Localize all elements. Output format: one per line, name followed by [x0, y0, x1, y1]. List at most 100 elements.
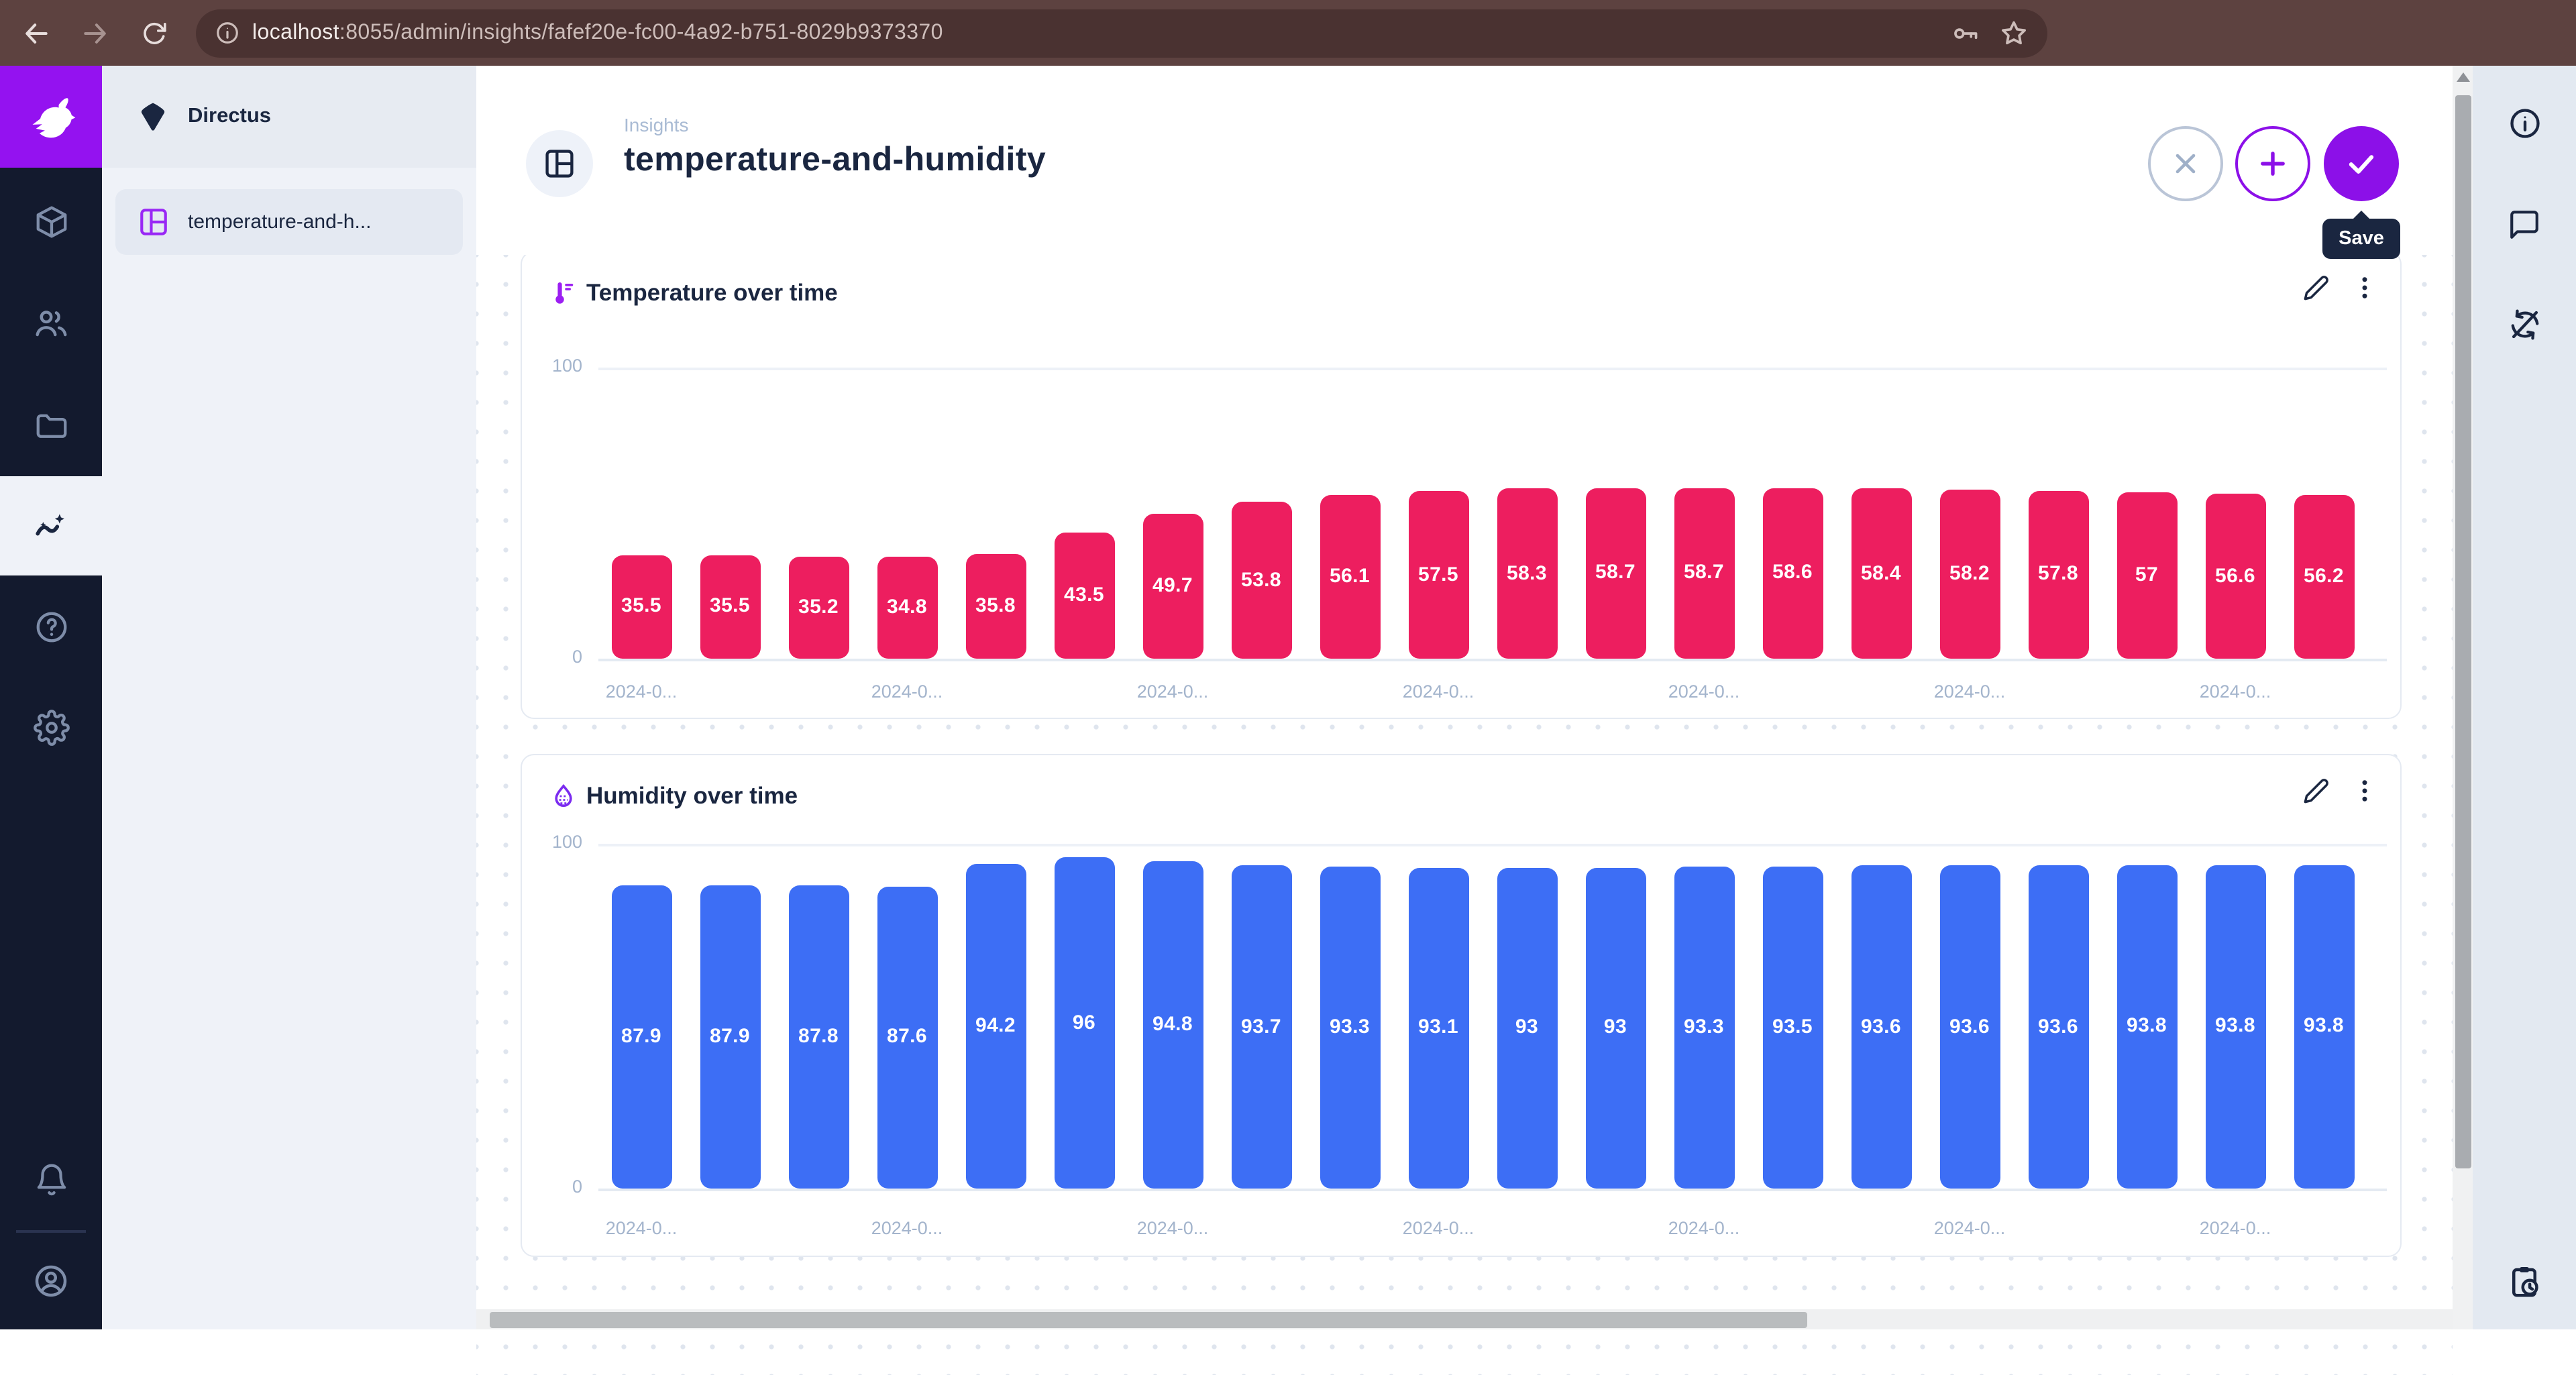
sidebar-auto-refresh-button[interactable] — [2473, 291, 2576, 358]
bar — [1939, 865, 2000, 1189]
settings-icon — [33, 709, 69, 745]
bar — [1497, 867, 1557, 1189]
bar — [611, 885, 672, 1189]
y-tick-label: 100 — [551, 832, 582, 852]
bar — [788, 556, 849, 659]
right-sidebar — [2473, 66, 2576, 1329]
module-users[interactable] — [0, 280, 102, 366]
comment-icon — [2508, 207, 2541, 241]
discard-changes-button[interactable] — [2148, 126, 2223, 201]
dashboard-icon — [542, 146, 577, 181]
module-settings[interactable] — [0, 684, 102, 770]
x-tick-label: 2024-0... — [605, 1218, 678, 1238]
breadcrumb[interactable]: Insights — [624, 114, 689, 135]
user-circle-icon — [32, 1262, 70, 1300]
panel-menu-button[interactable] — [2351, 777, 2379, 805]
clipboard-clock-icon — [2506, 1263, 2542, 1299]
dashboard-icon-button[interactable] — [526, 130, 593, 197]
bar — [1585, 867, 1646, 1189]
bar — [1674, 867, 1734, 1189]
bar-value-label: 93.6 — [1861, 1015, 1901, 1038]
y-tick-label: 0 — [572, 647, 582, 667]
directus-rabbit-logo — [21, 87, 80, 146]
add-panel-button[interactable] — [2235, 126, 2310, 201]
browser-forward-button[interactable] — [72, 10, 118, 56]
bar — [700, 555, 760, 659]
bar-value-label: 93.8 — [2215, 1014, 2255, 1038]
x-tick-label: 2024-0... — [1668, 681, 1740, 702]
bar — [1054, 532, 1114, 659]
panel-title: Temperature over time — [586, 279, 838, 306]
bar — [2205, 494, 2265, 659]
module-content[interactable] — [0, 178, 102, 264]
x-tick-label: 2024-0... — [871, 681, 943, 702]
panel-temperature[interactable]: Temperature over time 100 0 35.5 35.5 35.2 34… — [521, 251, 2402, 719]
box-icon — [33, 203, 69, 239]
bar-value-label: 93.8 — [2304, 1014, 2344, 1038]
bar-value-label: 87.6 — [887, 1025, 927, 1048]
module-bar — [0, 66, 102, 1329]
bar — [1408, 491, 1468, 659]
scroll-up-arrow[interactable] — [2457, 72, 2470, 82]
bar — [2294, 495, 2354, 659]
module-files[interactable] — [0, 382, 102, 468]
x-tick-label: 2024-0... — [2199, 1218, 2271, 1238]
key-icon[interactable] — [1951, 18, 1980, 48]
sidebar-item-dashboard[interactable]: temperature-and-h... — [115, 189, 463, 255]
horizontal-scrollbar-thumb[interactable] — [490, 1311, 1807, 1327]
x-tick-label: 2024-0... — [2199, 681, 2271, 702]
edit-panel-button[interactable] — [2302, 274, 2330, 302]
vertical-scrollbar-thumb[interactable] — [2455, 95, 2471, 1168]
page-info-icon[interactable] — [215, 20, 240, 46]
bar-value-label: 56.2 — [2304, 565, 2344, 588]
page-title: temperature-and-humidity — [624, 141, 1046, 178]
module-help[interactable] — [0, 584, 102, 669]
sidebar-comments-button[interactable] — [2473, 190, 2576, 258]
bar-value-label: 53.8 — [1241, 568, 1281, 592]
bar-value-label: 58.6 — [1772, 561, 1813, 584]
notifications-button[interactable] — [0, 1136, 102, 1222]
vertical-scrollbar[interactable] — [2453, 66, 2473, 1329]
address-bar[interactable]: localhost:8055/admin/insights/fafef20e-f… — [196, 9, 2047, 57]
bar-value-label: 35.5 — [710, 594, 750, 618]
panel-menu-button[interactable] — [2351, 274, 2379, 302]
bar-value-label: 35.5 — [621, 594, 661, 618]
back-icon — [21, 18, 51, 48]
close-icon — [2169, 148, 2202, 180]
forward-icon — [80, 18, 110, 48]
bar-value-label: 93.6 — [1949, 1015, 1990, 1038]
bar-value-label: 93 — [1603, 1015, 1627, 1039]
bar — [2116, 492, 2177, 659]
bar-value-label: 35.2 — [798, 595, 839, 618]
panel-title: Humidity over time — [586, 782, 798, 809]
panel-humidity[interactable]: Humidity over time 100 0 87.9 87.9 87.8 87.6 9… — [521, 754, 2402, 1257]
save-button[interactable] — [2324, 126, 2399, 201]
browser-back-button[interactable] — [13, 10, 59, 56]
save-tooltip-text: Save — [2322, 211, 2400, 259]
bar-value-label: 94.2 — [975, 1013, 1016, 1037]
bar-value-label: 87.9 — [621, 1025, 661, 1048]
bar — [1142, 861, 1203, 1189]
user-menu-button[interactable] — [0, 1238, 102, 1324]
y-tick-label: 0 — [572, 1176, 582, 1197]
main-content: Temperature over time 100 0 35.5 35.5 35.2 34… — [476, 66, 2453, 1375]
project-logo-button[interactable] — [0, 66, 102, 168]
insights-icon — [32, 507, 70, 545]
bar-value-label: 93.8 — [2127, 1014, 2167, 1038]
bar-value-label: 58.4 — [1861, 561, 1901, 585]
sidebar-info-button[interactable] — [2473, 90, 2576, 157]
bar-value-label: 87.9 — [710, 1025, 750, 1048]
url-text[interactable]: localhost:8055/admin/insights/fafef20e-f… — [252, 21, 943, 44]
auto-refresh-off-icon — [2507, 307, 2542, 342]
star-icon[interactable] — [1999, 18, 2029, 48]
bar — [1762, 488, 1823, 659]
browser-refresh-button[interactable] — [131, 10, 177, 56]
x-tick-label: 2024-0... — [1402, 681, 1474, 702]
project-chooser[interactable]: Directus — [102, 66, 476, 168]
horizontal-scrollbar[interactable] — [476, 1309, 2453, 1329]
sidebar-activity-button[interactable] — [2473, 1248, 2576, 1315]
bar — [1054, 857, 1114, 1189]
edit-panel-button[interactable] — [2302, 777, 2330, 805]
module-insights[interactable] — [0, 476, 102, 575]
bar-value-label: 56.1 — [1330, 565, 1370, 588]
